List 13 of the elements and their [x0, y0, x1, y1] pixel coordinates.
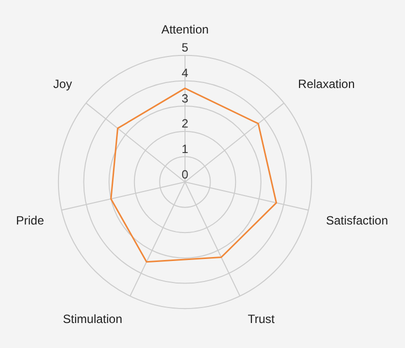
spoke-label: Relaxation — [298, 76, 355, 91]
y-tick-label: 2 — [182, 116, 189, 131]
spoke-label: Pride — [16, 214, 44, 228]
y-tick-label: 5 — [182, 40, 189, 55]
spoke-label: Trust — [248, 312, 276, 326]
y-tick-label: 1 — [182, 142, 189, 156]
y-tick-label: 0 — [182, 167, 189, 182]
spoke-label: Joy — [53, 76, 72, 91]
y-tick-label: 4 — [182, 66, 189, 80]
y-tick-label: 3 — [182, 91, 189, 106]
spoke-label: Satisfaction — [326, 214, 388, 228]
spoke-label: Stimulation — [62, 312, 122, 326]
spoke-label: Attention — [161, 22, 209, 37]
